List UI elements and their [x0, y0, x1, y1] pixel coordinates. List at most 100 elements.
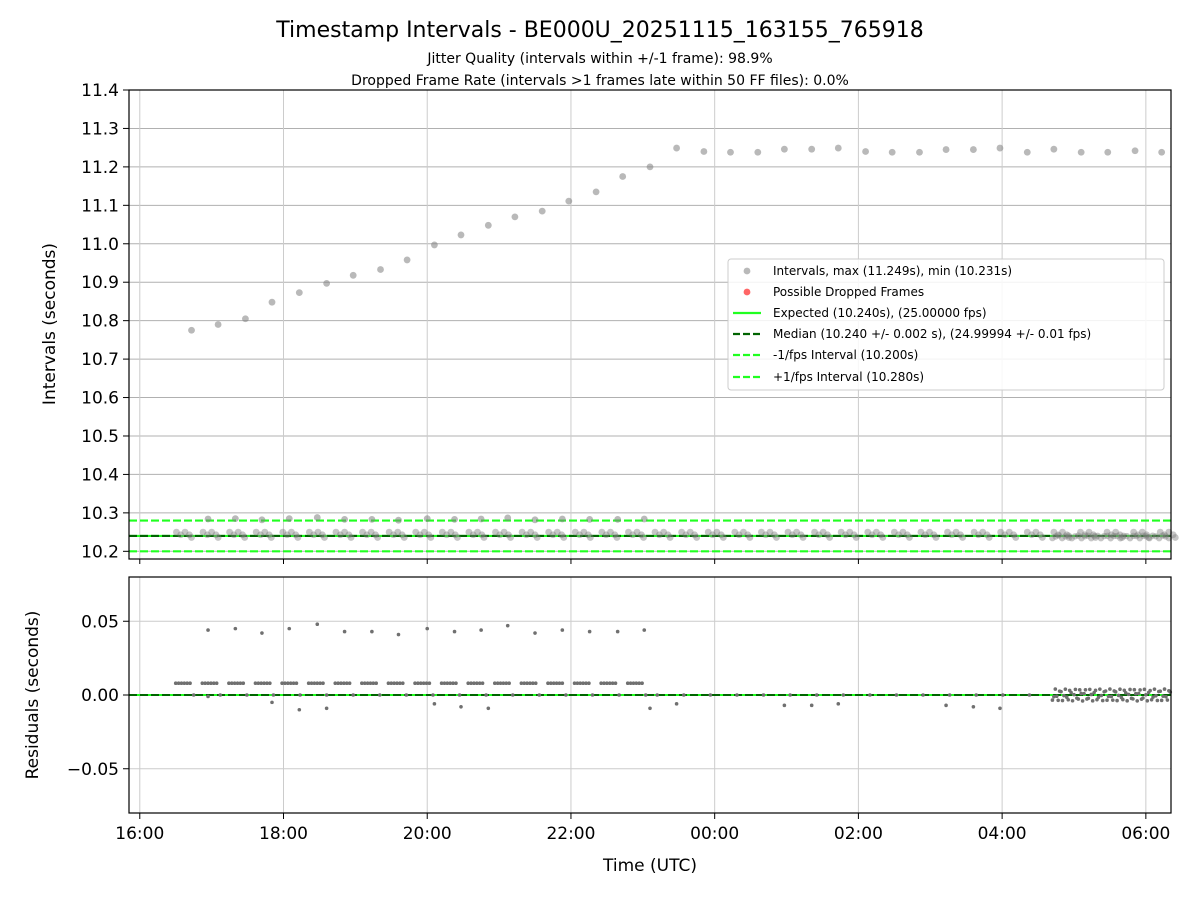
interval-point — [258, 516, 266, 524]
interval-point — [666, 534, 674, 541]
interval-point — [398, 531, 406, 539]
interval-point — [1005, 528, 1013, 536]
legend-label-minus-fps: -1/fps Interval (10.200s) — [773, 348, 918, 362]
interval-point — [651, 528, 659, 536]
interval-point — [185, 531, 193, 539]
interval-point — [374, 534, 382, 541]
interval-point — [204, 515, 212, 523]
interval-point — [899, 528, 907, 536]
residual-point — [309, 681, 314, 685]
legend-label-plus-fps: +1/fps Interval (10.280s) — [773, 370, 924, 384]
residual-point — [1073, 687, 1078, 692]
residual-point — [572, 681, 577, 685]
residual-point — [510, 693, 515, 697]
residual-point — [333, 681, 338, 685]
residual-point — [1126, 692, 1131, 697]
residuals-x-axis: 16:00 18:00 20:00 22:00 00:00 02:00 04:00 06:00 — [115, 813, 1170, 844]
interval-point — [390, 531, 397, 539]
interval-point — [347, 534, 355, 541]
interval-point — [412, 528, 420, 536]
residual-point — [681, 693, 686, 697]
x-tick-label: 02:00 — [834, 824, 883, 844]
residual-point — [1155, 698, 1160, 703]
interval-point — [522, 531, 530, 539]
interval-point — [230, 531, 238, 539]
interval-point — [819, 528, 827, 536]
residual-point — [427, 681, 432, 685]
interval-point — [1078, 535, 1085, 542]
interval-point — [625, 528, 632, 536]
interval-point — [511, 213, 519, 221]
interval-point — [1089, 531, 1097, 539]
residual-point — [256, 681, 261, 685]
interval-point — [906, 534, 913, 541]
interval-point — [372, 531, 379, 539]
interval-point — [367, 528, 375, 536]
residual-point — [998, 706, 1002, 711]
residual-point — [1118, 687, 1122, 691]
residual-point — [182, 681, 187, 685]
residual-point — [533, 681, 538, 685]
interval-point — [1012, 534, 1020, 541]
residual-point — [1165, 698, 1170, 702]
residual-point — [1083, 687, 1088, 692]
residual-point — [1100, 698, 1105, 703]
interval-point — [336, 531, 344, 539]
interval-point — [345, 531, 353, 539]
interval-point — [214, 534, 222, 541]
legend-label-median: Median (10.240 +/- 0.002 s), (24.99994 +… — [773, 327, 1091, 341]
residual-point — [235, 681, 240, 685]
residual-point — [605, 681, 609, 685]
residual-point — [1144, 692, 1148, 697]
interval-point — [948, 531, 956, 539]
interval-point — [395, 516, 402, 524]
interval-point — [917, 528, 925, 536]
x-tick-label: 20:00 — [403, 824, 452, 844]
residual-point — [176, 681, 181, 685]
interval-point — [283, 531, 291, 539]
residual-point — [206, 681, 210, 685]
interval-point — [932, 534, 940, 541]
residual-point — [442, 681, 447, 685]
interval-point — [691, 531, 698, 539]
residual-point — [432, 702, 437, 706]
interval-point — [877, 531, 885, 539]
residual-point — [209, 681, 213, 685]
interval-point — [257, 531, 264, 539]
residual-point — [454, 681, 458, 685]
interval-point — [1055, 532, 1063, 539]
interval-point — [177, 531, 185, 539]
interval-point — [1010, 531, 1018, 539]
interval-point — [655, 531, 663, 539]
residual-point — [1131, 697, 1135, 701]
interval-point — [975, 531, 982, 539]
interval-point — [403, 256, 411, 264]
interval-point — [288, 528, 295, 536]
residual-point — [610, 681, 615, 685]
interval-point — [997, 528, 1005, 536]
residual-point — [265, 681, 269, 685]
residual-point — [1132, 687, 1137, 692]
residual-point — [1001, 693, 1005, 697]
interval-point — [1107, 531, 1115, 539]
residual-point — [1056, 698, 1060, 703]
residual-point — [648, 706, 652, 711]
residual-point — [782, 703, 787, 708]
residual-point — [501, 681, 506, 685]
interval-point — [1052, 533, 1059, 540]
interval-point — [713, 528, 721, 536]
residual-point — [339, 681, 343, 685]
residual-point — [324, 706, 329, 711]
interval-point — [1162, 533, 1169, 540]
interval-point — [314, 528, 322, 536]
residual-point — [377, 693, 382, 697]
residual-point — [921, 693, 925, 697]
interval-point — [1155, 534, 1163, 542]
interval-point — [208, 528, 216, 536]
interval-point — [1116, 531, 1124, 539]
x-tick-label: 18:00 — [259, 824, 308, 844]
interval-point — [846, 528, 854, 536]
residual-point — [1125, 699, 1129, 703]
residual-point — [271, 693, 276, 697]
interval-point — [425, 531, 433, 539]
